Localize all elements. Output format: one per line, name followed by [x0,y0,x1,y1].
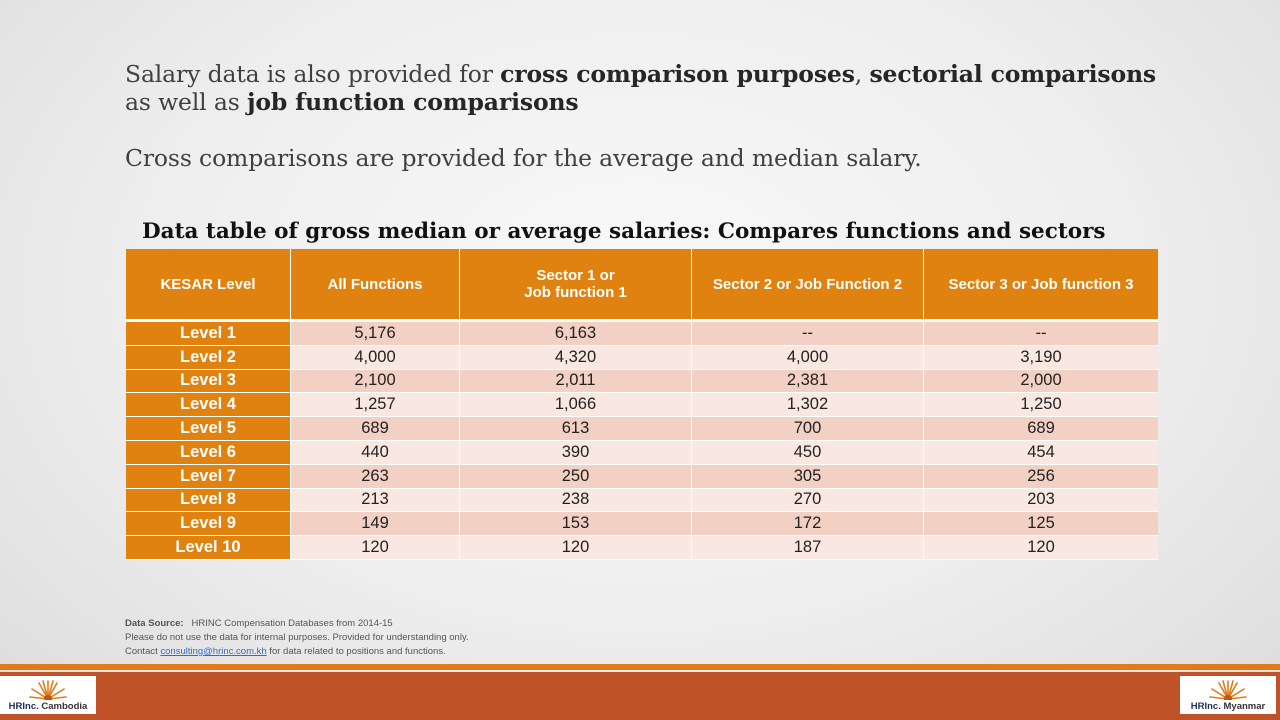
salary-cell: -- [924,322,1158,346]
salary-cell: 153 [460,512,692,537]
data-source-label: Data Source: [125,618,184,629]
column-header: KESAR Level [126,249,291,322]
table-row: Level 4 1,257 1,066 1,302 1,250 [126,393,1158,418]
table-row: Level 2 4,000 4,320 4,000 3,190 [126,345,1158,370]
intro-paragraph-2: Cross comparisons are provided for the a… [125,144,922,172]
salary-cell: 390 [460,440,692,465]
salary-cell: 2,381 [692,369,924,394]
hrinc-myanmar-logo: HRInc. Myanmar [1180,676,1276,714]
table-row: Level 8 213 238 270 203 [126,488,1158,513]
column-header: Sector 2 or Job Function 2 [692,249,924,322]
intro-text: Salary data is also provided for cross c… [125,60,1185,172]
level-cell: Level 7 [126,464,291,489]
footer-accent-line [0,664,1280,670]
salary-cell: 4,000 [291,345,460,370]
salary-cell: 700 [692,417,924,441]
level-cell: Level 1 [126,322,291,346]
salary-cell: -- [692,322,924,346]
footnotes: Data Source: HRINC Compensation Database… [125,617,469,659]
salary-cell: 187 [692,536,924,560]
salary-cell: 5,176 [291,322,460,346]
contact-note: Contact consulting@hrinc.com.kh for data… [125,645,469,659]
logo-right-text: HRInc. Myanmar [1180,701,1276,712]
salary-cell: 270 [692,488,924,513]
contact-suffix: for data related to positions and functi… [266,646,446,657]
sunburst-icon [1209,680,1247,700]
salary-cell: 149 [291,512,460,537]
table-row: Level 1 5,176 6,163 -- -- [126,322,1158,346]
data-source-note: Data Source: HRINC Compensation Database… [125,617,469,631]
table-row: Level 5 689 613 700 689 [126,417,1158,441]
logo-left-country: Cambodia [41,701,88,712]
disclaimer-note: Please do not use the data for internal … [125,632,469,643]
salary-cell: 1,257 [291,393,460,418]
intro-bold-sectorial: sectorial comparisons [869,60,1156,88]
salary-cell: 3,190 [924,345,1158,370]
salary-table: KESAR Level All Functions Sector 1 or Job … [126,249,1158,560]
salary-cell: 2,000 [924,369,1158,394]
table-row: Level 7 263 250 305 256 [126,464,1158,489]
table-row: Level 9 149 153 172 125 [126,512,1158,537]
intro-bold-cross-comparison: cross comparison purposes [500,60,855,88]
salary-cell: 454 [924,440,1158,465]
table-row: Level 6 440 390 450 454 [126,440,1158,465]
salary-cell: 6,163 [460,322,692,346]
table-body: Level 1 5,176 6,163 -- -- Level 2 4,000 4,320 4,… [126,322,1158,560]
level-cell: Level 10 [126,536,291,560]
salary-cell: 4,320 [460,345,692,370]
intro-paragraph-1: Salary data is also provided for cross c… [125,60,1185,116]
salary-cell: 689 [924,417,1158,441]
salary-cell: 1,302 [692,393,924,418]
salary-cell: 2,011 [460,369,692,394]
salary-cell: 125 [924,512,1158,537]
logo-right-brand: HRInc. [1190,701,1221,712]
salary-cell: 120 [460,536,692,560]
column-header: All Functions [291,249,460,322]
level-cell: Level 4 [126,393,291,418]
salary-cell: 305 [692,464,924,489]
table-row: Level 3 2,100 2,011 2,381 2,000 [126,369,1158,394]
salary-cell: 172 [692,512,924,537]
salary-cell: 263 [291,464,460,489]
salary-cell: 450 [692,440,924,465]
intro-bold-job-function: job function comparisons [246,88,579,116]
salary-cell: 2,100 [291,369,460,394]
table-header-row: KESAR Level All Functions Sector 1 or Job … [126,249,1158,322]
salary-cell: 203 [924,488,1158,513]
level-cell: Level 6 [126,440,291,465]
level-cell: Level 8 [126,488,291,513]
salary-cell: 689 [291,417,460,441]
salary-cell: 238 [460,488,692,513]
contact-prefix: Contact [125,646,161,657]
level-cell: Level 5 [126,417,291,441]
salary-cell: 1,250 [924,393,1158,418]
salary-cell: 120 [924,536,1158,560]
intro-text-1d: as well as [125,88,247,116]
hrinc-cambodia-logo: HRInc. Cambodia [0,676,96,714]
footer-bar [0,672,1280,720]
salary-cell: 4,000 [692,345,924,370]
column-header: Sector 3 or Job function 3 [924,249,1158,322]
sunburst-icon [29,680,67,700]
level-cell: Level 9 [126,512,291,537]
logo-left-text: HRInc. Cambodia [0,701,96,712]
data-source-text: HRINC Compensation Databases from 2014-1… [191,618,393,629]
salary-cell: 250 [460,464,692,489]
logo-right-country: Myanmar [1223,701,1266,712]
salary-cell: 613 [460,417,692,441]
salary-cell: 213 [291,488,460,513]
salary-cell: 256 [924,464,1158,489]
intro-text-1a: Salary data is also provided for [125,60,501,88]
level-cell: Level 3 [126,369,291,394]
salary-cell: 440 [291,440,460,465]
salary-cell: 1,066 [460,393,692,418]
table-row: Level 10 120 120 187 120 [126,536,1158,560]
logo-left-brand: HRInc. [8,701,39,712]
salary-cell: 120 [291,536,460,560]
level-cell: Level 2 [126,345,291,370]
table-title: Data table of gross median or average sa… [142,219,1106,244]
intro-text-1c: , [854,60,870,88]
column-header: Sector 1 or Job function 1 [460,249,692,322]
contact-email-link[interactable]: consulting@hrinc.com.kh [160,646,267,657]
